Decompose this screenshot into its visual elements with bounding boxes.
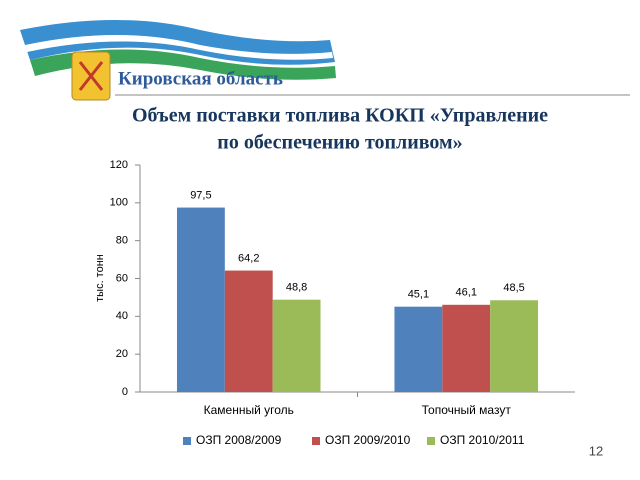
value-label: 64,2 bbox=[238, 252, 259, 264]
value-label: 48,5 bbox=[503, 282, 524, 294]
legend-marker bbox=[427, 437, 435, 445]
y-tick-label: 120 bbox=[110, 159, 128, 171]
bar bbox=[442, 304, 491, 392]
slide-title: Объем поставки топлива КОКП «Управление bbox=[132, 105, 548, 127]
legend-marker bbox=[312, 437, 320, 445]
value-label: 45,1 bbox=[408, 289, 429, 301]
y-axis-label: тыс. тонн bbox=[94, 254, 106, 302]
x-tick-label: Топочный мазут bbox=[422, 403, 512, 417]
bar bbox=[176, 207, 225, 392]
legend-label: ОЗП 2009/2010 bbox=[325, 433, 411, 447]
y-tick-label: 20 bbox=[116, 348, 128, 360]
x-tick-label: Каменный уголь bbox=[204, 403, 294, 417]
y-tick-label: 0 bbox=[122, 386, 128, 398]
coat-of-arms-cross bbox=[78, 61, 104, 91]
legend-label: ОЗП 2008/2009 bbox=[196, 433, 282, 447]
y-tick-label: 80 bbox=[116, 235, 128, 247]
region-name: Кировская область bbox=[118, 68, 283, 89]
legend-marker bbox=[183, 437, 191, 445]
value-label: 48,8 bbox=[286, 282, 307, 294]
y-tick-label: 100 bbox=[110, 197, 128, 209]
bar bbox=[490, 300, 539, 392]
y-tick-label: 60 bbox=[116, 272, 128, 284]
bar bbox=[394, 306, 443, 392]
bar bbox=[224, 270, 273, 392]
banner-stripe bbox=[25, 35, 333, 60]
value-label: 97,5 bbox=[190, 189, 211, 201]
value-label: 46,1 bbox=[456, 287, 477, 299]
slide-title: по обеспечению топливом» bbox=[217, 132, 462, 154]
bar bbox=[272, 299, 321, 392]
page-number: 12 bbox=[589, 443, 603, 458]
legend-label: ОЗП 2010/2011 bbox=[440, 433, 525, 447]
y-tick-label: 40 bbox=[116, 310, 128, 322]
